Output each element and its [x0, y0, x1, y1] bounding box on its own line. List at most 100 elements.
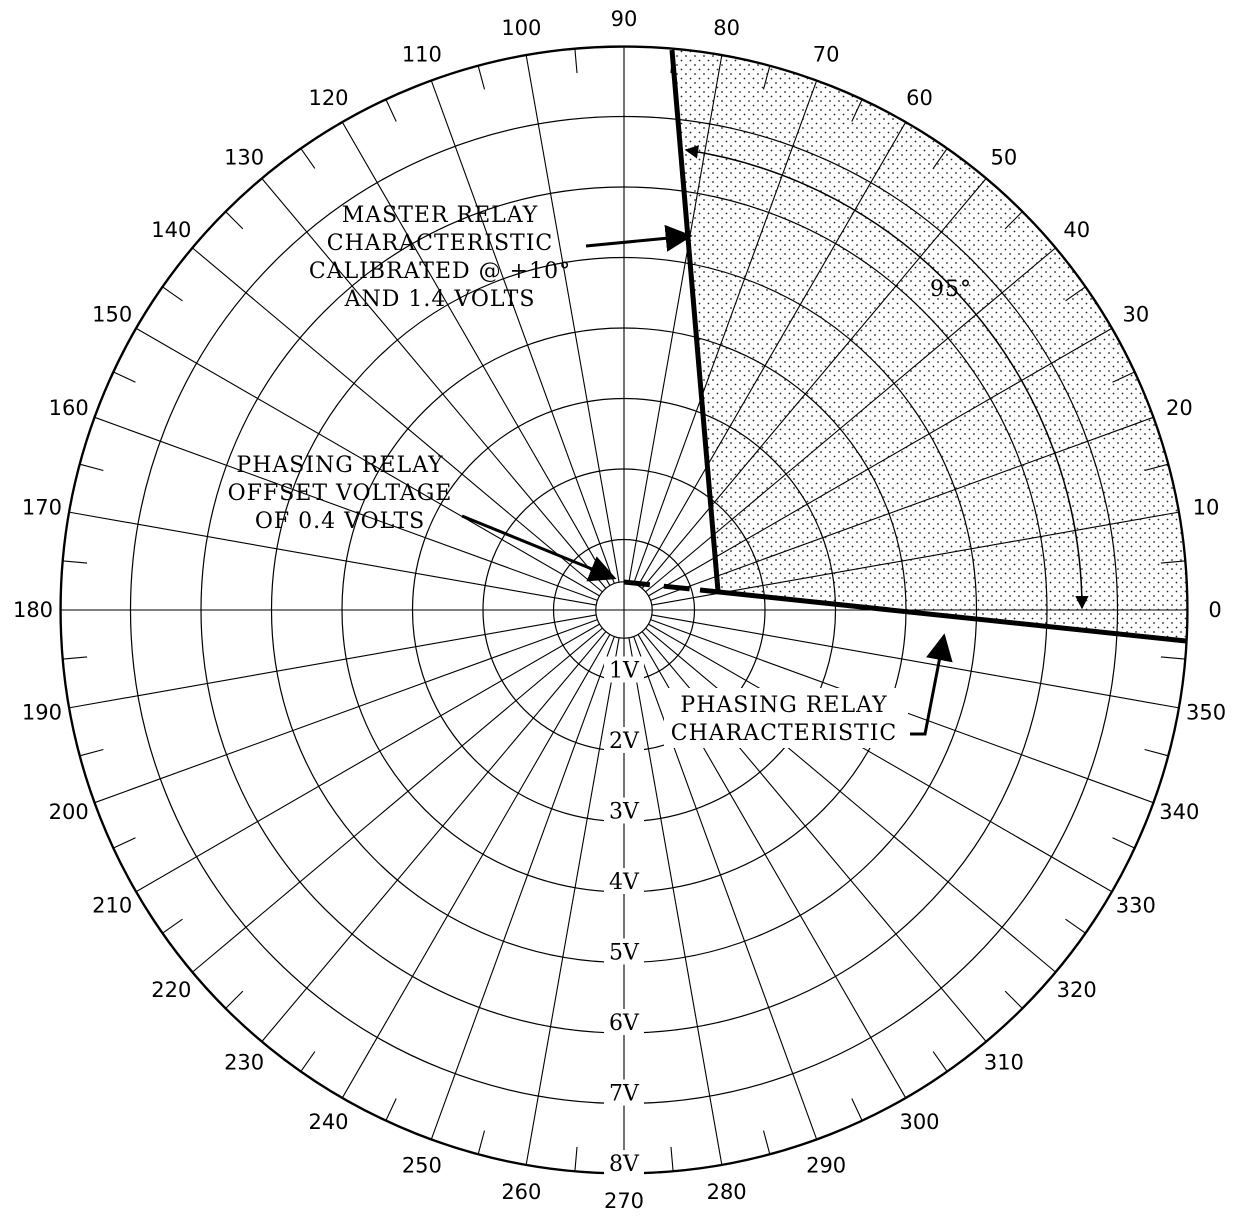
tick-mark: [113, 371, 136, 383]
angle-label: 310: [984, 1051, 1024, 1075]
angle-label: 280: [707, 1180, 747, 1204]
tick-mark: [225, 990, 244, 1009]
angle-label: 110: [402, 43, 442, 67]
tick-mark: [300, 1051, 316, 1072]
angle-label: 270: [604, 1189, 644, 1213]
angle-label: 210: [92, 894, 132, 918]
phasing-relay-note: PHASING RELAY CHARACTERISTIC: [664, 633, 953, 748]
angle-label: 130: [224, 145, 264, 169]
tick-mark: [1112, 837, 1135, 849]
angle-label: 170: [22, 495, 62, 519]
angle-label: 290: [806, 1153, 846, 1177]
angle-label: 40: [1063, 218, 1090, 242]
master-relay-label-line-2: CHARACTERISTIC: [327, 231, 553, 256]
radial-line: [94, 619, 598, 804]
tick-mark: [300, 148, 316, 169]
radial-line: [94, 416, 598, 601]
angle-label: 190: [22, 701, 62, 725]
tick-mark: [932, 1051, 948, 1072]
tick-mark: [385, 1098, 397, 1121]
tick-mark: [162, 918, 183, 934]
tick-mark: [1112, 371, 1135, 383]
angle-label: 240: [308, 1110, 348, 1134]
angle-label: 150: [92, 303, 132, 327]
tick-mark: [851, 1098, 863, 1121]
tick-mark: [1144, 463, 1168, 472]
tick-mark: [762, 1130, 771, 1154]
phasing-offset-label-line-3: OF 0.4 VOLTS: [255, 509, 425, 534]
radial-line: [645, 627, 1056, 973]
angle-label: 230: [224, 1051, 264, 1075]
sector-angle-label: 95°: [930, 277, 972, 302]
radial-line: [628, 55, 723, 583]
phasing-offset-label-line-1: PHASING RELAY: [236, 453, 443, 478]
angle-label: 20: [1166, 396, 1193, 420]
tick-mark: [1065, 918, 1086, 934]
angle-label: 120: [308, 86, 348, 110]
sector-angle-arc: [684, 145, 1089, 610]
tick-mark: [1160, 656, 1185, 660]
tick-mark: [385, 99, 397, 122]
master-relay-label-line-4: AND 1.4 VOLTS: [344, 287, 536, 312]
voltage-label: 1V: [609, 659, 640, 684]
tick-mark: [574, 1146, 578, 1171]
radial-line: [136, 328, 600, 597]
angle-label: 0: [1208, 598, 1221, 622]
voltage-label: 7V: [609, 1082, 640, 1107]
angle-label: 60: [906, 86, 933, 110]
master-relay-label-line-1: MASTER RELAY: [342, 203, 539, 228]
angle-label: 30: [1122, 303, 1149, 327]
radial-line: [69, 614, 597, 709]
angle-label: 250: [402, 1153, 442, 1177]
tick-mark: [670, 1146, 674, 1171]
radial-line: [430, 80, 615, 584]
tick-mark: [762, 66, 771, 90]
angle-label: 320: [1057, 978, 1097, 1002]
phasing-relay-label-line-2: CHARACTERISTIC: [671, 721, 897, 746]
phasing-offset-pointer: [461, 514, 617, 582]
tick-mark: [225, 211, 244, 230]
tick-mark: [80, 463, 104, 472]
radial-line: [342, 634, 611, 1098]
radial-line: [192, 627, 603, 973]
angle-label: 300: [899, 1110, 939, 1134]
master-relay-pointer: [585, 224, 693, 252]
angle-label: 350: [1186, 701, 1226, 725]
angle-label: 180: [13, 598, 53, 622]
radial-line: [648, 623, 1112, 892]
radial-line: [430, 636, 615, 1140]
radial-line: [192, 247, 603, 593]
angle-label: 220: [151, 978, 191, 1002]
voltage-label: 4V: [609, 870, 640, 895]
radial-line: [525, 637, 620, 1165]
voltage-label: 6V: [609, 1011, 640, 1036]
tick-mark: [162, 286, 183, 302]
angle-label: 50: [991, 145, 1018, 169]
angle-label: 330: [1116, 894, 1156, 918]
tick-mark: [851, 99, 863, 122]
master-relay-note: MASTER RELAY CHARACTERISTIC CALIBRATED @…: [309, 203, 693, 312]
angle-label: 70: [813, 43, 840, 67]
radial-line: [69, 511, 597, 606]
tick-mark: [477, 66, 486, 90]
radial-line: [261, 178, 607, 589]
tick-mark: [63, 560, 88, 564]
phasing-relay-pointer: [910, 633, 953, 736]
tick-mark: [574, 49, 578, 74]
angle-label: 200: [49, 800, 89, 824]
phasing-offset-note: PHASING RELAY OFFSET VOLTAGE OF 0.4 VOLT…: [228, 453, 617, 582]
angle-label: 140: [151, 218, 191, 242]
tick-mark: [1004, 990, 1023, 1009]
tick-mark: [1160, 560, 1185, 564]
radial-line: [651, 614, 1179, 709]
tick-mark: [63, 656, 88, 660]
radial-line: [525, 55, 620, 583]
radial-line: [261, 631, 607, 1042]
tick-mark: [1144, 748, 1168, 757]
angle-labels: 0 10 20 30 40 50 60 70 80 90 100 110 120 130 140 150 160…: [13, 7, 1226, 1213]
voltage-label: 2V: [609, 729, 640, 754]
master-relay-label-line-3: CALIBRATED @ +10°: [309, 259, 571, 284]
tick-mark: [80, 748, 104, 757]
phasing-offset-label-line-2: OFFSET VOLTAGE: [228, 481, 453, 506]
